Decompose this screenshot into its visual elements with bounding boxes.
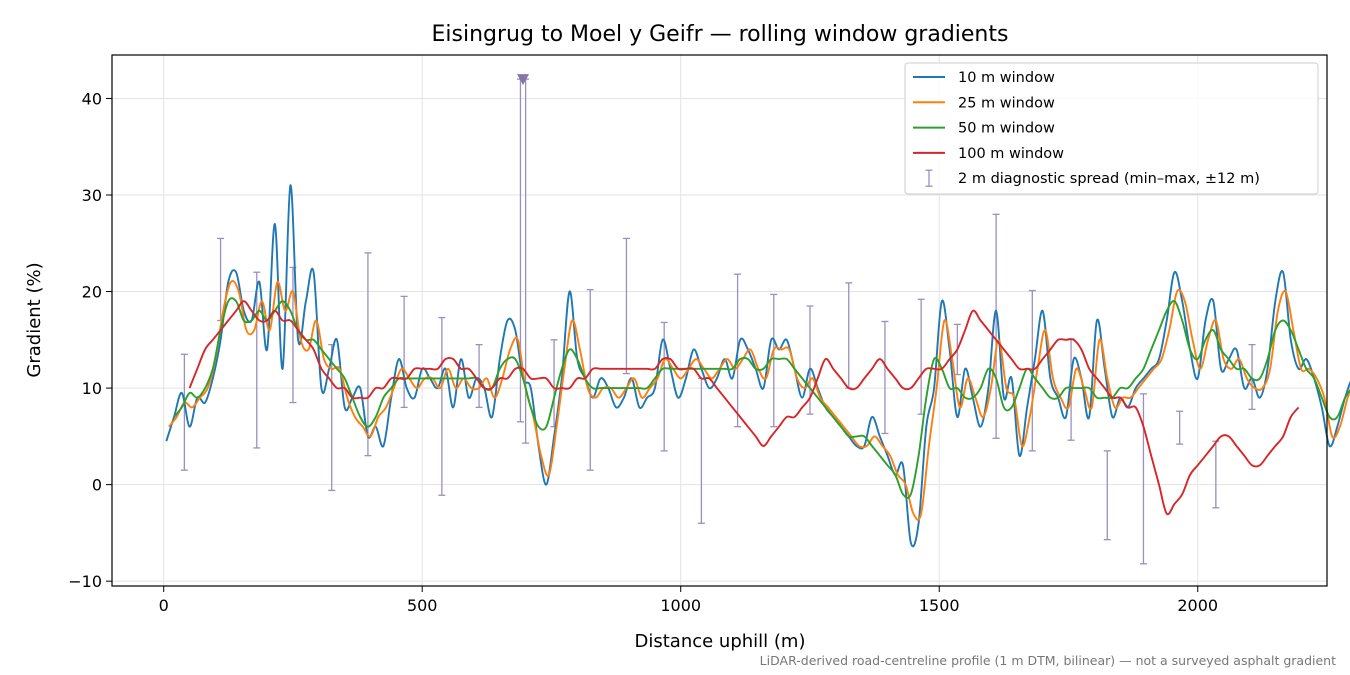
series-line-1	[165, 184, 1350, 548]
x-tick-label: 0	[159, 596, 169, 615]
footnote: LiDAR-derived road-centreline profile (1…	[760, 653, 1336, 668]
y-axis-label: Gradient (%)	[24, 262, 45, 377]
series-line-4	[188, 300, 1300, 516]
legend: 10 m window 25 m window 50 m window 100 m w…	[904, 62, 1319, 195]
legend-label: 50 m window	[958, 121, 1055, 137]
y-tick-label: −10	[68, 572, 102, 591]
y-tick-label: 10	[82, 379, 102, 398]
y-tick-label: 30	[82, 186, 102, 205]
x-tick-label: 1000	[660, 596, 701, 615]
series-line-3	[173, 297, 1350, 499]
y-tick-label: 20	[82, 283, 102, 302]
y-tick-label: 0	[92, 476, 102, 495]
legend-label: 100 m window	[958, 146, 1064, 162]
clipped-value-marker	[517, 74, 530, 86]
x-tick-label: 2000	[1177, 596, 1218, 615]
plot-area	[165, 74, 1350, 565]
chart-title: Eisingrug to Moel y Geifr — rolling wind…	[432, 22, 1009, 47]
x-axis-label: Distance uphill (m)	[635, 631, 806, 652]
legend-label: 10 m window	[958, 70, 1055, 86]
y-tick-label: 40	[82, 89, 102, 108]
series-line-2	[168, 279, 1350, 521]
x-tick-label: 1500	[919, 596, 960, 615]
legend-label: 2 m diagnostic spread (min–max, ±12 m)	[958, 171, 1260, 187]
legend-box	[904, 62, 1319, 195]
plot-frame	[111, 54, 1328, 587]
axis-ticks: 0 500 1000 1500 2000 −10 0 10 20 30 40	[68, 89, 1218, 615]
legend-label: 25 m window	[958, 95, 1055, 111]
x-tick-label: 500	[407, 596, 438, 615]
